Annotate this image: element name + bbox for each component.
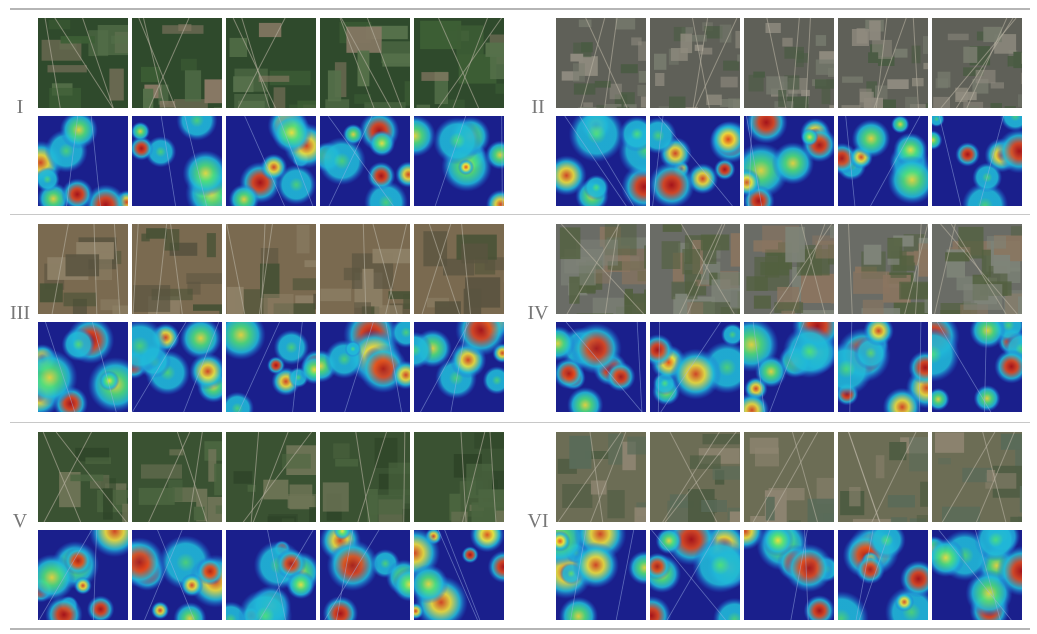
satellite-image-tile (132, 224, 222, 314)
attention-heatmap-tile (556, 322, 646, 412)
satellite-image-tile (838, 432, 928, 522)
satellite-image-tile (226, 432, 316, 522)
satellite-image-tile (744, 224, 834, 314)
satellite-image-tile (838, 18, 928, 108)
group-label: III (10, 302, 30, 324)
attention-heatmap-tile (650, 530, 740, 620)
divider-rule (10, 214, 1030, 215)
attention-heatmap-tile (414, 322, 504, 412)
attention-heatmap-tile (556, 530, 646, 620)
figure-panel: I (2, 14, 517, 214)
attention-heatmap-tile (744, 322, 834, 412)
group-label: I (16, 96, 24, 118)
attention-heatmap-tile (838, 530, 928, 620)
attention-heatmap-tile (650, 322, 740, 412)
satellite-image-tile (132, 18, 222, 108)
satellite-image-tile (226, 224, 316, 314)
attention-heatmap-tile (932, 116, 1022, 206)
satellite-image-tile (932, 432, 1022, 522)
divider-rule (10, 422, 1030, 423)
attention-heatmap-tile (38, 322, 128, 412)
satellite-image-tile (320, 432, 410, 522)
satellite-image-tile (650, 224, 740, 314)
satellite-image-tile (414, 18, 504, 108)
attention-heatmap-tile (744, 116, 834, 206)
satellite-image-tile (320, 224, 410, 314)
attention-heatmap-tile (132, 530, 222, 620)
attention-heatmap-tile (744, 530, 834, 620)
attention-heatmap-tile (932, 322, 1022, 412)
attention-heatmap-tile (414, 116, 504, 206)
satellite-image-tile (744, 432, 834, 522)
satellite-image-tile (932, 224, 1022, 314)
satellite-image-tile (838, 224, 928, 314)
figure-panel: V (2, 428, 517, 628)
satellite-image-tile (414, 224, 504, 314)
figure-panel: III (2, 220, 517, 420)
satellite-image-tile (320, 18, 410, 108)
satellite-image-tile (38, 224, 128, 314)
attention-heatmap-tile (226, 116, 316, 206)
attention-heatmap-tile (320, 322, 410, 412)
attention-heatmap-tile (38, 530, 128, 620)
attention-heatmap-tile (38, 116, 128, 206)
satellite-image-tile (650, 432, 740, 522)
attention-heatmap-tile (650, 116, 740, 206)
satellite-image-tile (744, 18, 834, 108)
group-label: VI (527, 510, 549, 532)
group-label: V (12, 510, 28, 532)
satellite-image-tile (556, 18, 646, 108)
attention-heatmap-tile (320, 116, 410, 206)
divider-rule (10, 8, 1030, 10)
satellite-image-tile (38, 432, 128, 522)
group-label: IV (527, 302, 549, 324)
satellite-image-tile (556, 432, 646, 522)
attention-heatmap-tile (556, 116, 646, 206)
satellite-image-tile (556, 224, 646, 314)
figure-panel: IV (520, 220, 1035, 420)
satellite-image-tile (932, 18, 1022, 108)
satellite-image-tile (38, 18, 128, 108)
attention-heatmap-tile (132, 322, 222, 412)
satellite-image-tile (414, 432, 504, 522)
figure-panel: VI (520, 428, 1035, 628)
divider-rule (10, 628, 1030, 630)
attention-heatmap-tile (414, 530, 504, 620)
satellite-image-tile (226, 18, 316, 108)
figure-panel: II (520, 14, 1035, 214)
attention-heatmap-tile (838, 116, 928, 206)
attention-heatmap-tile (932, 530, 1022, 620)
attention-heatmap-tile (226, 530, 316, 620)
group-label: II (531, 96, 545, 118)
attention-heatmap-tile (226, 322, 316, 412)
attention-heatmap-tile (320, 530, 410, 620)
satellite-image-tile (650, 18, 740, 108)
satellite-image-tile (132, 432, 222, 522)
attention-heatmap-tile (838, 322, 928, 412)
attention-heatmap-tile (132, 116, 222, 206)
